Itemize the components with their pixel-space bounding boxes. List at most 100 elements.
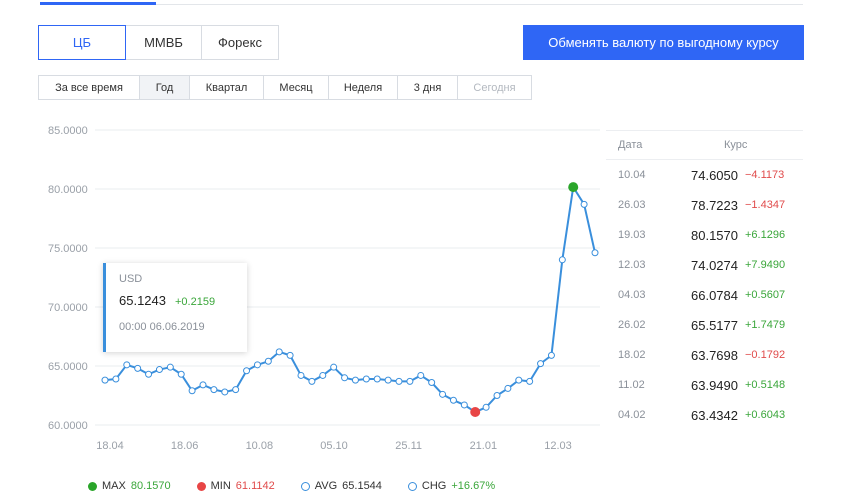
table-row: 19.03 80.1570 +6.1296 — [606, 220, 803, 250]
row-date: 26.02 — [618, 319, 646, 331]
row-rate: 78.7223 — [691, 197, 738, 213]
legend-max: MAX 80.1570 — [88, 480, 171, 492]
legend-min-label: MIN — [210, 480, 231, 492]
table-row: 18.02 63.7698 −0.1792 — [606, 340, 803, 370]
row-date: 18.02 — [618, 349, 646, 361]
row-date: 26.03 — [618, 199, 646, 211]
min-point — [470, 407, 481, 418]
header-rate: Курс — [724, 139, 748, 151]
source-tabs: ЦБ ММВБ Форекс — [38, 25, 279, 60]
legend-avg-value: 65.1544 — [342, 480, 382, 492]
row-change: +0.5148 — [745, 379, 786, 391]
row-date: 11.02 — [618, 379, 645, 391]
y-tick-label: 60.0000 — [48, 420, 88, 432]
data-point — [580, 200, 588, 208]
data-point — [373, 375, 381, 383]
data-point — [428, 379, 436, 387]
table-row: 04.02 63.4342 +0.6043 — [606, 400, 803, 430]
row-change: −1.4347 — [745, 199, 786, 211]
x-tick-label: 21.01 — [470, 440, 498, 452]
chg-dot-icon — [407, 481, 417, 491]
period-month[interactable]: Месяц — [263, 75, 329, 100]
tab-cb[interactable]: ЦБ — [38, 25, 126, 60]
data-point — [482, 403, 490, 411]
x-tick-label: 18.06 — [171, 440, 199, 452]
data-point — [264, 357, 272, 365]
data-point — [526, 377, 534, 385]
chart-tooltip: USD 65.1243 +0.2159 00:00 06.06.2019 — [103, 263, 247, 352]
data-point — [188, 387, 196, 395]
row-rate: 63.9490 — [691, 377, 738, 393]
tab-mmvb[interactable]: ММВБ — [125, 25, 202, 60]
top-divider — [40, 4, 803, 5]
data-point — [504, 384, 512, 392]
rates-table: Дата Курс 10.04 74.6050 −4.1173 26.03 78.722… — [606, 130, 803, 430]
data-point — [558, 256, 566, 264]
row-date: 10.04 — [618, 169, 646, 181]
table-row: 11.02 63.9490 +0.5148 — [606, 370, 803, 400]
data-point — [417, 371, 425, 379]
period-tabs: За все время Год Квартал Месяц Неделя 3 … — [38, 75, 532, 100]
data-point — [395, 377, 403, 385]
row-rate: 74.6050 — [691, 167, 738, 183]
row-rate: 65.5177 — [691, 317, 738, 333]
rate-chart[interactable]: 60.0000 65.0000 70.0000 75.0000 80.0000 85.00… — [0, 110, 606, 470]
x-tick-label: 10.08 — [246, 440, 274, 452]
avg-dot-icon — [300, 481, 310, 491]
row-rate: 80.1570 — [691, 227, 738, 243]
data-point — [275, 348, 283, 356]
period-3-days[interactable]: 3 дня — [397, 75, 458, 100]
max-dot-icon — [88, 481, 97, 491]
rates-table-header: Дата Курс — [606, 130, 803, 160]
row-change: +0.6043 — [745, 409, 786, 421]
data-point — [297, 371, 305, 379]
data-point — [134, 364, 142, 372]
tab-forex[interactable]: Форекс — [201, 25, 279, 60]
row-change: −0.1792 — [745, 349, 786, 361]
y-tick-label: 65.0000 — [48, 361, 88, 373]
exchange-currency-button[interactable]: Обменять валюту по выгодному курсу — [523, 25, 804, 60]
x-tick-label: 12.03 — [544, 440, 572, 452]
data-point — [384, 376, 392, 384]
table-row: 04.03 66.0784 +0.5607 — [606, 280, 803, 310]
min-dot-icon — [196, 481, 206, 491]
y-tick-label: 85.0000 — [48, 125, 88, 137]
period-today: Сегодня — [457, 75, 532, 100]
legend-chg-label: CHG — [421, 480, 447, 492]
table-row: 26.03 78.7223 −1.4347 — [606, 190, 803, 220]
data-point — [199, 381, 207, 389]
chart-legend: MAX 80.1570 MIN 61.1142 AVG 65.1544 CHG … — [88, 480, 521, 492]
data-point — [591, 249, 599, 257]
period-week[interactable]: Неделя — [328, 75, 398, 100]
legend-avg-label: AVG — [314, 480, 338, 492]
series-line — [104, 186, 596, 414]
y-tick-label: 70.0000 — [48, 302, 88, 314]
legend-avg: AVG 65.1544 — [300, 480, 382, 492]
row-rate: 63.7698 — [691, 347, 738, 363]
data-point — [155, 366, 163, 374]
tooltip-value: 65.1243 — [119, 293, 166, 308]
period-year[interactable]: Год — [139, 75, 190, 100]
data-point — [515, 376, 523, 384]
legend-max-label: MAX — [102, 480, 126, 492]
data-point — [145, 370, 153, 378]
row-rate: 74.0274 — [691, 257, 738, 273]
data-point — [330, 363, 338, 371]
table-row: 26.02 65.5177 +1.7479 — [606, 310, 803, 340]
y-tick-label: 80.0000 — [48, 184, 88, 196]
legend-max-value: 80.1570 — [130, 480, 171, 492]
data-point — [319, 371, 327, 379]
period-all-time[interactable]: За все время — [38, 75, 140, 100]
data-point — [166, 363, 174, 371]
max-point — [568, 182, 579, 193]
legend-min-value: 61.1142 — [235, 480, 275, 492]
data-point — [547, 351, 555, 359]
x-tick-label: 05.10 — [320, 440, 348, 452]
data-point — [232, 386, 240, 394]
legend-chg-value: +16.67% — [451, 480, 496, 492]
top-accent-bar — [40, 2, 156, 5]
data-point — [406, 377, 414, 385]
data-point — [253, 361, 261, 369]
period-quarter[interactable]: Квартал — [189, 75, 264, 100]
data-point — [439, 390, 447, 398]
